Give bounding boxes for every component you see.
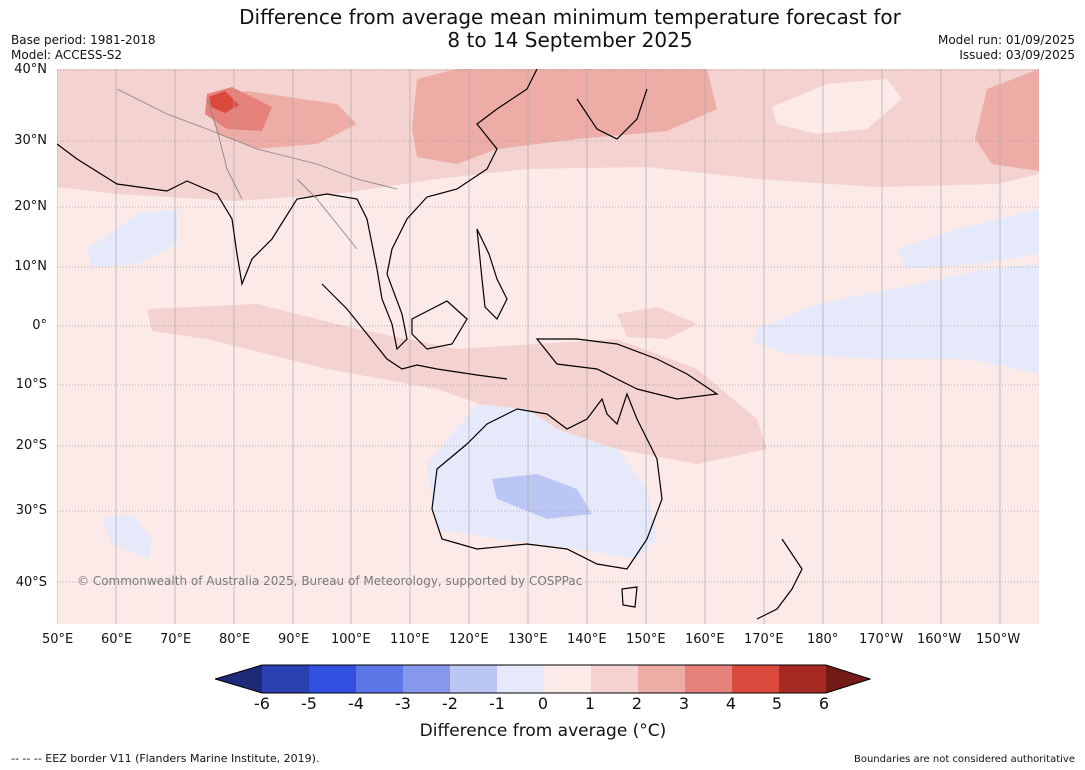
colorbar-tick-label: 4 <box>725 694 737 713</box>
colorbar-segment <box>591 665 638 693</box>
boundaries-disclaimer: Boundaries are not considered authoritat… <box>853 754 1075 765</box>
colorbar-segment <box>732 665 779 693</box>
hotspot-core <box>209 91 239 113</box>
lon-label: 140°E <box>567 632 607 647</box>
colorbar-tick-label: -3 <box>395 694 411 713</box>
cool-anomaly-pacific <box>752 264 1039 374</box>
coast-arabia-india <box>57 69 538 351</box>
colorbar-tick-label: -1 <box>489 694 505 713</box>
map-meridians <box>57 69 1001 624</box>
colorbar-segment <box>638 665 685 693</box>
coast-new-zealand <box>756 538 803 620</box>
lat-label: 10°N <box>14 259 47 274</box>
lat-label: 30°S <box>15 503 47 518</box>
chart-title-line-2: 8 to 14 September 2025 <box>447 28 693 52</box>
lon-label: 70°E <box>160 632 192 647</box>
temperature-anomaly-map: © Commonwealth of Australia 2025, Bureau… <box>57 69 1039 624</box>
lat-label: 40°N <box>14 62 47 77</box>
coast-tasmania <box>621 586 638 608</box>
coast-australia <box>431 392 663 570</box>
lat-label: 0° <box>32 318 47 333</box>
colorbar-segment <box>497 665 544 693</box>
coast-philippines <box>476 228 508 321</box>
colorbar-tick-label: 5 <box>771 694 783 713</box>
model-name-text: Model: ACCESS-S2 <box>11 48 123 62</box>
colorbar-high-extend <box>826 665 870 693</box>
eez-border-note: -- -- -- EEZ border V11 (Flanders Marine… <box>11 752 320 765</box>
colorbar-segment <box>544 665 591 693</box>
coast-borneo <box>411 300 468 350</box>
lon-label: 130°E <box>508 632 548 647</box>
colorbar-segment <box>450 665 497 693</box>
lat-label: 20°N <box>14 199 47 214</box>
colorbar-segment <box>262 665 309 693</box>
lat-label: 40°S <box>15 575 47 590</box>
lon-label: 170°E <box>744 632 784 647</box>
copyright-text: © Commonwealth of Australia 2025, Bureau… <box>77 574 583 588</box>
colorbar-segment <box>356 665 403 693</box>
lon-label: 180° <box>807 632 839 647</box>
country-borders <box>116 88 398 250</box>
lon-label: 150°W <box>976 632 1021 647</box>
lat-label: 30°N <box>14 133 47 148</box>
colorbar-tick-label: 0 <box>537 694 549 713</box>
lon-label: 150°E <box>626 632 666 647</box>
colorbar-low-extend <box>215 665 262 693</box>
colorbar-segment <box>309 665 356 693</box>
lon-label: 60°E <box>101 632 133 647</box>
lon-label: 110°E <box>390 632 430 647</box>
lon-label: 100°E <box>331 632 371 647</box>
colorbar-tick-label: -4 <box>348 694 364 713</box>
warm-anomaly-indonesia-coast <box>147 304 767 464</box>
cool-anomaly-australia-core <box>492 474 592 519</box>
coastlines <box>57 69 803 620</box>
colorbar-tick-label: 2 <box>631 694 643 713</box>
colorbar-tick-label: 3 <box>678 694 690 713</box>
coast-new-guinea <box>535 338 719 400</box>
cool-anomaly-pacific-north <box>897 209 1039 269</box>
colorbar-segment <box>403 665 450 693</box>
model-run-text: Model run: 01/09/2025 <box>937 33 1075 47</box>
colorbar-tick-label: 1 <box>584 694 596 713</box>
cool-anomaly-south-indian <box>102 514 152 559</box>
colorbar-segment <box>779 665 826 693</box>
coast-borneo-sumatra <box>321 283 508 380</box>
lon-label: 90°E <box>278 632 310 647</box>
colorbar-tick-label: -6 <box>254 694 270 713</box>
colorbar-tick-label: -2 <box>442 694 458 713</box>
anomaly-shading <box>57 69 1039 559</box>
warm-anomaly-east-asia <box>412 69 717 164</box>
colorbar-segment <box>685 665 732 693</box>
lon-label: 50°E <box>42 632 74 647</box>
warm-anomaly-north-pacific <box>975 69 1039 171</box>
colorbar-tick-label: -5 <box>301 694 317 713</box>
lon-label: 170°W <box>859 632 904 647</box>
chart-title-line-1: Difference from average mean minimum tem… <box>239 5 901 29</box>
map-canvas <box>57 69 1039 624</box>
colorbar-label: Difference from average (°C) <box>419 721 667 741</box>
lon-label: 160°W <box>917 632 962 647</box>
coast-japan <box>576 88 648 140</box>
colorbar-tick-label: 6 <box>818 694 830 713</box>
base-period-text: Base period: 1981-2018 <box>11 33 156 47</box>
warm-anomaly-western-pacific <box>617 307 697 339</box>
lon-label: 160°E <box>685 632 725 647</box>
cool-anomaly-indian-ocean <box>87 209 177 267</box>
colorbar <box>215 664 871 694</box>
lon-label: 120°E <box>449 632 489 647</box>
issued-date-text: Issued: 03/09/2025 <box>959 48 1075 62</box>
lat-label: 10°S <box>15 377 47 392</box>
near-average-pacific-north <box>772 79 902 134</box>
lon-label: 80°E <box>219 632 251 647</box>
lat-label: 20°S <box>15 438 47 453</box>
